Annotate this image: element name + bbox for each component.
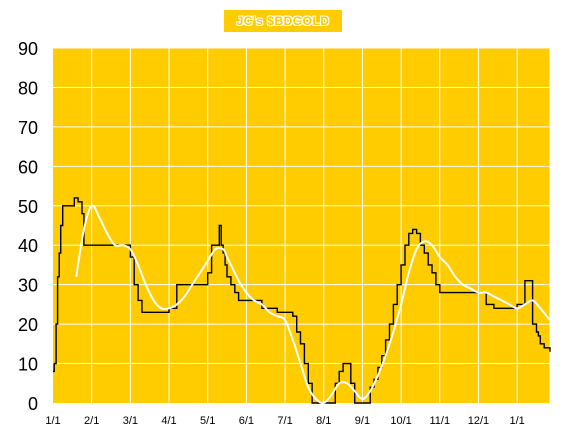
x-tick-label: 10/1 xyxy=(390,415,411,427)
chart-title-box: JC's $BDGOLD xyxy=(224,10,342,32)
y-tick-label: 80 xyxy=(18,78,38,98)
x-tick-label: 11/1 xyxy=(429,415,450,427)
y-tick-label: 50 xyxy=(18,197,38,217)
x-tick-label: 5/1 xyxy=(200,415,215,427)
y-tick-label: 40 xyxy=(18,236,38,256)
x-tick-label: 7/1 xyxy=(277,415,292,427)
x-tick-label: 12/1 xyxy=(468,415,489,427)
x-tick-label: 2/1 xyxy=(84,415,99,427)
y-tick-label: 20 xyxy=(18,315,38,335)
x-tick-label: 1/1 xyxy=(45,415,60,427)
grid xyxy=(53,47,551,403)
x-tick-label: 6/1 xyxy=(239,415,254,427)
y-tick-label: 10 xyxy=(18,355,38,375)
x-tick-label: 4/1 xyxy=(161,415,176,427)
y-tick-label: 30 xyxy=(18,276,38,296)
x-axis-ticks: 1/1 2/1 3/1 4/1 5/1 6/1 7/1 8/1 9/1 10/1 11/1 12/1 1… xyxy=(45,415,524,427)
chart-title: JC's $BDGOLD xyxy=(236,14,330,28)
y-tick-label: 60 xyxy=(18,157,38,177)
y-tick-label: 0 xyxy=(28,394,38,414)
series-line-smooth xyxy=(75,204,551,405)
y-axis-ticks: 0 10 20 30 40 50 60 70 80 90 xyxy=(18,39,38,414)
x-tick-label: 8/1 xyxy=(316,415,331,427)
x-tick-label: 9/1 xyxy=(355,415,370,427)
x-tick-label: 1/1 xyxy=(509,415,524,427)
series xyxy=(53,197,551,405)
y-tick-label: 90 xyxy=(18,39,38,59)
plot-background xyxy=(53,48,550,403)
x-tick-label: 3/1 xyxy=(123,415,138,427)
y-tick-label: 70 xyxy=(18,118,38,138)
